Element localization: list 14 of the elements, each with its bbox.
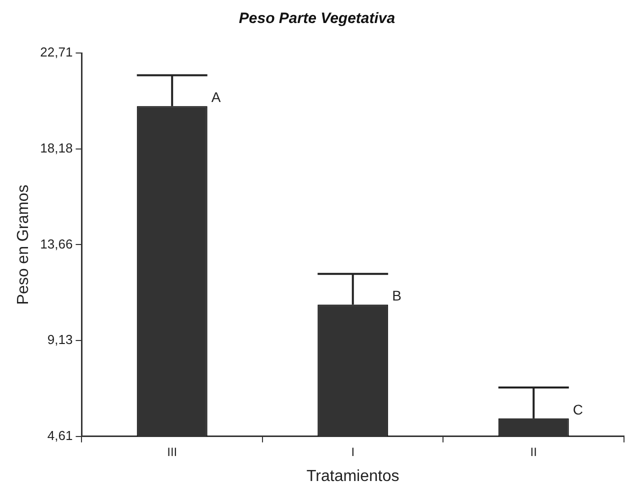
x-tick-label: I <box>351 444 355 459</box>
y-axis-title: Peso en Gramos <box>15 184 32 305</box>
x-tick-label: II <box>530 444 537 459</box>
y-tick-label: 4,61 <box>47 428 73 443</box>
x-axis-title: Tratamientos <box>306 468 400 485</box>
annotation: A <box>211 89 222 106</box>
annotation: B <box>392 288 402 304</box>
y-tick-label: 22,71 <box>40 44 73 60</box>
x-tick-label: III <box>167 444 178 459</box>
y-tick-label: 18,18 <box>40 140 73 156</box>
chart-title: Peso Parte Vegetativa <box>238 10 396 28</box>
y-tick-label: 9,13 <box>47 332 73 348</box>
annotation: C <box>572 401 583 418</box>
y-tick-label: 13,66 <box>40 236 73 252</box>
